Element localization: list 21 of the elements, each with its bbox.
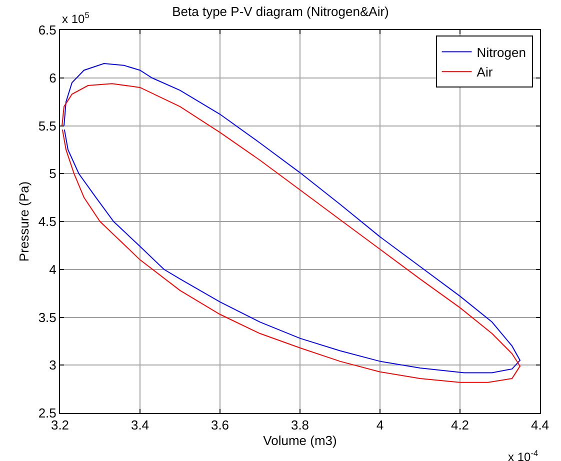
x-tick-label: 3.4	[130, 418, 150, 433]
y-tick-label: 3.5	[38, 310, 56, 325]
y-tick-label: 6.5	[38, 22, 56, 38]
x-tick-label: 4	[376, 418, 384, 433]
y-tick-label: 6	[49, 70, 56, 86]
x-tick-label: 4.2	[450, 418, 470, 433]
x-tick-label: 3.6	[210, 418, 230, 433]
y-tick-label: 4	[49, 262, 56, 277]
y-tick-label: 5.5	[38, 118, 56, 134]
y-axis-title: Pressure (Pa)	[16, 181, 32, 262]
text: x 10$^{5}$	[62, 10, 90, 26]
x-axis-title: Volume (m3)	[263, 433, 337, 448]
chart-title: Beta type P-V diagram (Nitrogen&Air)	[172, 4, 389, 20]
y-tick-label: 5	[49, 166, 56, 182]
text: x 10$^{-4}$	[508, 448, 538, 461]
x-tick-label: 4.4	[530, 418, 550, 433]
legend-label: Air	[476, 64, 494, 80]
x-tick-label: 3.8	[290, 418, 310, 433]
y-tick-label: 3	[49, 358, 56, 373]
legend-label: Nitrogen	[476, 44, 526, 60]
y-tick-label: 4.5	[38, 214, 56, 230]
